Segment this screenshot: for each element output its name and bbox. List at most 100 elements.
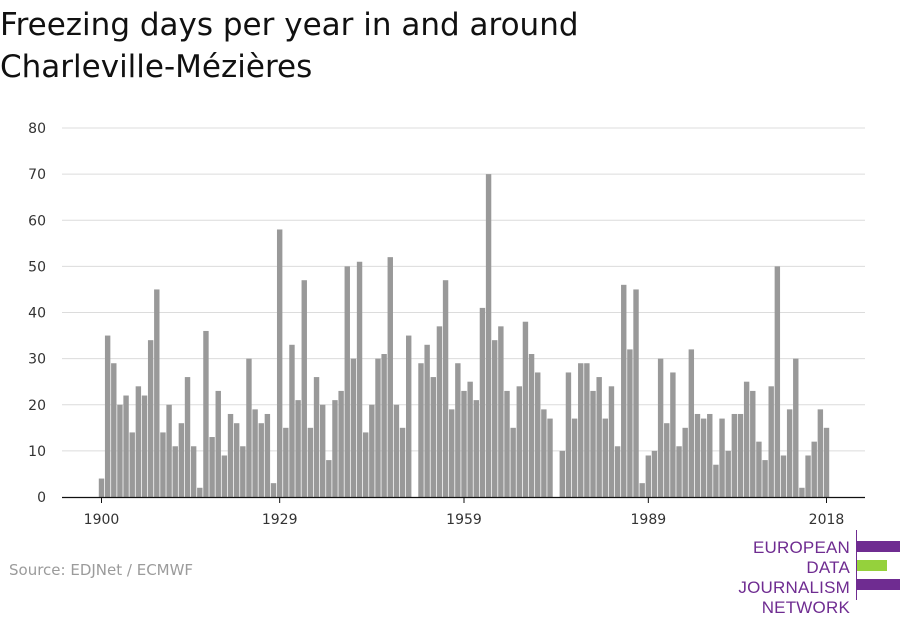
bar	[651, 450, 658, 497]
bar	[98, 478, 105, 497]
bar	[326, 460, 332, 497]
bar	[215, 390, 221, 497]
bar	[221, 455, 228, 497]
bar	[252, 409, 258, 497]
bar	[664, 423, 670, 497]
bar	[492, 340, 498, 497]
bar	[639, 483, 645, 497]
bar	[485, 174, 492, 497]
bar	[295, 400, 301, 497]
bar-chart: 0 10 20 30 40 50 60 70 80 1900 1929 1959 1989 2018	[28, 121, 865, 528]
bar	[823, 427, 830, 497]
bar	[737, 413, 744, 497]
y-tick-label: 60	[28, 213, 46, 229]
y-tick-label: 50	[28, 259, 46, 275]
bar	[590, 390, 596, 497]
bar	[627, 349, 633, 497]
bar	[774, 266, 781, 497]
bar	[547, 418, 553, 497]
bar	[203, 330, 209, 497]
logo-text-line-1: EUROPEAN	[752, 538, 850, 557]
bar	[154, 289, 160, 497]
bar	[713, 464, 719, 497]
bar	[350, 358, 357, 497]
bar	[117, 404, 123, 497]
bar	[313, 377, 320, 497]
bar	[559, 450, 566, 497]
bar	[725, 450, 731, 497]
bar	[178, 423, 185, 497]
bar	[694, 413, 701, 497]
y-tick-label: 40	[28, 306, 46, 322]
chart-title-line-2: Charleville-Mézières	[0, 49, 313, 85]
x-tick-label: 1989	[631, 512, 667, 528]
bar	[332, 400, 338, 497]
bar	[276, 229, 283, 497]
bar	[147, 340, 154, 497]
bar	[762, 460, 768, 497]
bar	[645, 455, 652, 497]
bar	[375, 358, 381, 497]
bar	[614, 446, 621, 497]
bar	[473, 400, 479, 497]
logo-text-line-2: DATA JOURNALISM	[738, 558, 850, 597]
bar	[584, 363, 590, 497]
bar	[786, 409, 793, 497]
bar	[338, 390, 344, 497]
bar	[743, 381, 750, 497]
bar	[240, 446, 246, 497]
chart-title: Freezing days per year in and around Cha…	[0, 4, 800, 88]
bar	[688, 349, 695, 497]
bar	[442, 280, 449, 497]
y-tick-label: 20	[28, 398, 46, 414]
bar	[479, 307, 486, 497]
bar	[424, 344, 430, 497]
bar	[141, 395, 148, 497]
bar	[362, 432, 369, 497]
bar	[657, 358, 664, 497]
bar	[811, 441, 817, 497]
bar	[676, 446, 682, 497]
bar	[399, 427, 406, 497]
bar	[621, 284, 627, 497]
bar	[436, 326, 443, 497]
bar	[430, 377, 436, 497]
bar	[516, 386, 522, 497]
bar	[768, 386, 774, 497]
chart-title-line-1: Freezing days per year in and around	[0, 7, 579, 43]
bar	[707, 413, 713, 497]
bar	[461, 390, 467, 497]
source-note: Source: EDJNet / ECMWF	[9, 561, 194, 579]
logo-bar-purple-bottom	[857, 579, 900, 590]
bar	[166, 404, 172, 497]
bar	[750, 390, 756, 497]
bar	[209, 437, 215, 497]
bar	[602, 418, 609, 497]
bar	[270, 483, 277, 497]
bar	[135, 386, 142, 497]
logo-bar-green	[857, 560, 887, 571]
x-tick-label: 1929	[262, 512, 298, 528]
bar	[129, 432, 135, 497]
bar	[578, 363, 584, 497]
bar	[805, 455, 811, 497]
bar	[608, 386, 615, 497]
bar	[393, 404, 400, 497]
bar	[406, 335, 412, 497]
bar	[123, 395, 129, 497]
logo-divider	[856, 530, 857, 600]
bar	[510, 427, 516, 497]
x-tick-label: 1900	[84, 512, 120, 528]
bar	[670, 372, 676, 497]
bar	[246, 358, 252, 497]
bar	[817, 409, 824, 497]
logo-text-line-3: NETWORK	[761, 598, 850, 617]
bar	[160, 432, 166, 497]
bar	[719, 418, 725, 497]
bar	[197, 487, 203, 497]
bar	[467, 381, 473, 497]
bar	[541, 409, 547, 497]
bar	[190, 446, 197, 497]
logo-text: EUROPEAN DATA JOURNALISM NETWORK	[700, 538, 850, 618]
bar	[596, 377, 602, 497]
